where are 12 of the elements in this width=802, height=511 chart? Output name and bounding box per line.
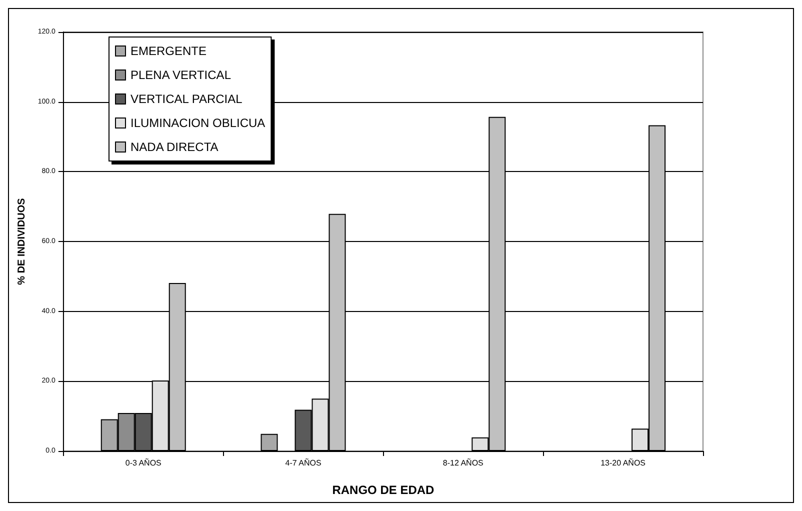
x-tick-label: 8-12 AÑOS — [442, 458, 484, 468]
y-axis-title: % DE INDIVIDUOS — [16, 198, 28, 285]
x-tick-label: 13-20 AÑOS — [600, 458, 646, 468]
x-tick-label: 0-3 AÑOS — [125, 458, 162, 468]
legend-label: VERTICAL PARCIAL — [130, 92, 243, 106]
x-axis-title: RANGO DE EDAD — [332, 483, 435, 497]
x-tick-label: 4-7 AÑOS — [285, 458, 322, 468]
legend-label: EMERGENTE — [130, 44, 207, 58]
legend-label: ILUMINACION OBLICUA — [130, 116, 266, 130]
bar — [260, 434, 278, 451]
legend-label: PLENA VERTICAL — [130, 68, 232, 82]
legend-label: NADA DIRECTA — [130, 140, 218, 154]
